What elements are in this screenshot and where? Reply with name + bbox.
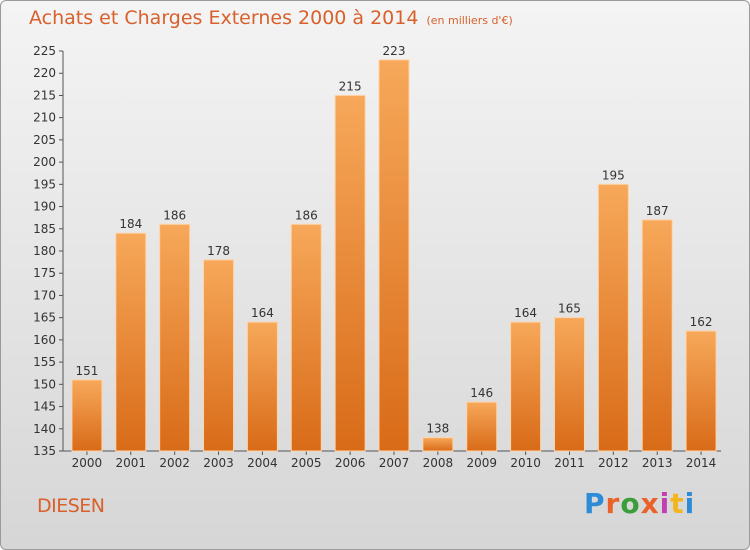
logo-letter: i <box>684 487 696 520</box>
bar-2011 <box>553 317 585 452</box>
bar-value-label: 165 <box>558 302 581 316</box>
bar-2003 <box>203 259 235 452</box>
x-tick-label: 2008 <box>423 456 454 470</box>
bar-2014 <box>685 330 717 452</box>
y-tick-label: 135 <box>33 444 56 458</box>
bar-2002 <box>159 223 191 452</box>
bar-value-label: 184 <box>119 217 142 231</box>
x-tick-label: 2013 <box>642 456 673 470</box>
y-tick-label: 140 <box>33 422 56 436</box>
y-tick-label: 225 <box>33 44 56 58</box>
y-tick-label: 145 <box>33 400 56 414</box>
bar-value-label: 146 <box>470 386 493 400</box>
bar-value-label: 164 <box>251 306 274 320</box>
bar-value-label: 178 <box>207 244 230 258</box>
bar-value-label: 164 <box>514 306 537 320</box>
bar-2010 <box>510 321 542 452</box>
y-tick-label: 215 <box>33 88 56 102</box>
bar-value-label: 186 <box>163 208 186 222</box>
bar-value-label: 162 <box>690 315 713 329</box>
y-tick-label: 160 <box>33 333 56 347</box>
bar-value-label: 195 <box>602 168 625 182</box>
y-tick-label: 185 <box>33 222 56 236</box>
x-tick-label: 2009 <box>466 456 497 470</box>
chart-bars <box>71 59 717 452</box>
bar-value-label: 151 <box>75 364 98 378</box>
y-tick-label: 170 <box>33 288 56 302</box>
bar-2007 <box>378 59 410 452</box>
logo-letter: o <box>620 487 641 520</box>
bar-value-label: 138 <box>426 422 449 436</box>
bar-2004 <box>246 321 278 452</box>
bar-value-label: 223 <box>383 44 406 58</box>
x-tick-label: 2014 <box>686 456 717 470</box>
bar-2009 <box>466 401 498 452</box>
x-tick-label: 2007 <box>379 456 410 470</box>
logo-letter: i <box>659 487 671 520</box>
x-tick-label: 2012 <box>598 456 629 470</box>
logo-letter: r <box>605 487 621 520</box>
proxiti-logo: Proxiti <box>584 487 695 520</box>
logo-letter: P <box>584 487 606 520</box>
x-tick-label: 2006 <box>335 456 366 470</box>
y-tick-label: 165 <box>33 311 56 325</box>
logo-letter: x <box>640 487 660 520</box>
chart-labels: 151 2000 184 2001 186 2002 178 2003 164 2004 186 20… <box>72 44 717 470</box>
y-tick-label: 190 <box>33 200 56 214</box>
y-tick-label: 205 <box>33 133 56 147</box>
y-tick-label: 180 <box>33 244 56 258</box>
bar-2005 <box>290 223 322 452</box>
logo-letter: t <box>670 487 685 520</box>
bar-value-label: 186 <box>295 208 318 222</box>
y-tick-label: 175 <box>33 266 56 280</box>
chart-unit: (en milliers d'€) <box>426 14 513 27</box>
y-tick-label: 220 <box>33 66 56 80</box>
y-tick-label: 195 <box>33 177 56 191</box>
y-tick-label: 155 <box>33 355 56 369</box>
x-tick-label: 2005 <box>291 456 322 470</box>
x-tick-label: 2010 <box>510 456 541 470</box>
y-tick-label: 200 <box>33 155 56 169</box>
bar-2013 <box>641 219 673 452</box>
y-tick-label: 150 <box>33 377 56 391</box>
bar-2012 <box>597 183 629 452</box>
x-tick-label: 2003 <box>203 456 234 470</box>
x-tick-label: 2002 <box>159 456 190 470</box>
chart-title: Achats et Charges Externes 2000 à 2014 (e… <box>29 7 513 29</box>
bar-2006 <box>334 94 366 452</box>
x-tick-label: 2001 <box>116 456 147 470</box>
place-name: DIESEN <box>37 495 105 517</box>
bar-2008 <box>422 437 454 452</box>
chart-title-text: Achats et Charges Externes 2000 à 2014 <box>29 7 419 29</box>
x-tick-label: 2004 <box>247 456 278 470</box>
bar-value-label: 187 <box>646 204 669 218</box>
bar-2001 <box>115 232 147 452</box>
y-tick-label: 210 <box>33 111 56 125</box>
x-tick-label: 2011 <box>554 456 585 470</box>
bar-value-label: 215 <box>339 79 362 93</box>
x-tick-label: 2000 <box>72 456 103 470</box>
bar-2000 <box>71 379 103 452</box>
